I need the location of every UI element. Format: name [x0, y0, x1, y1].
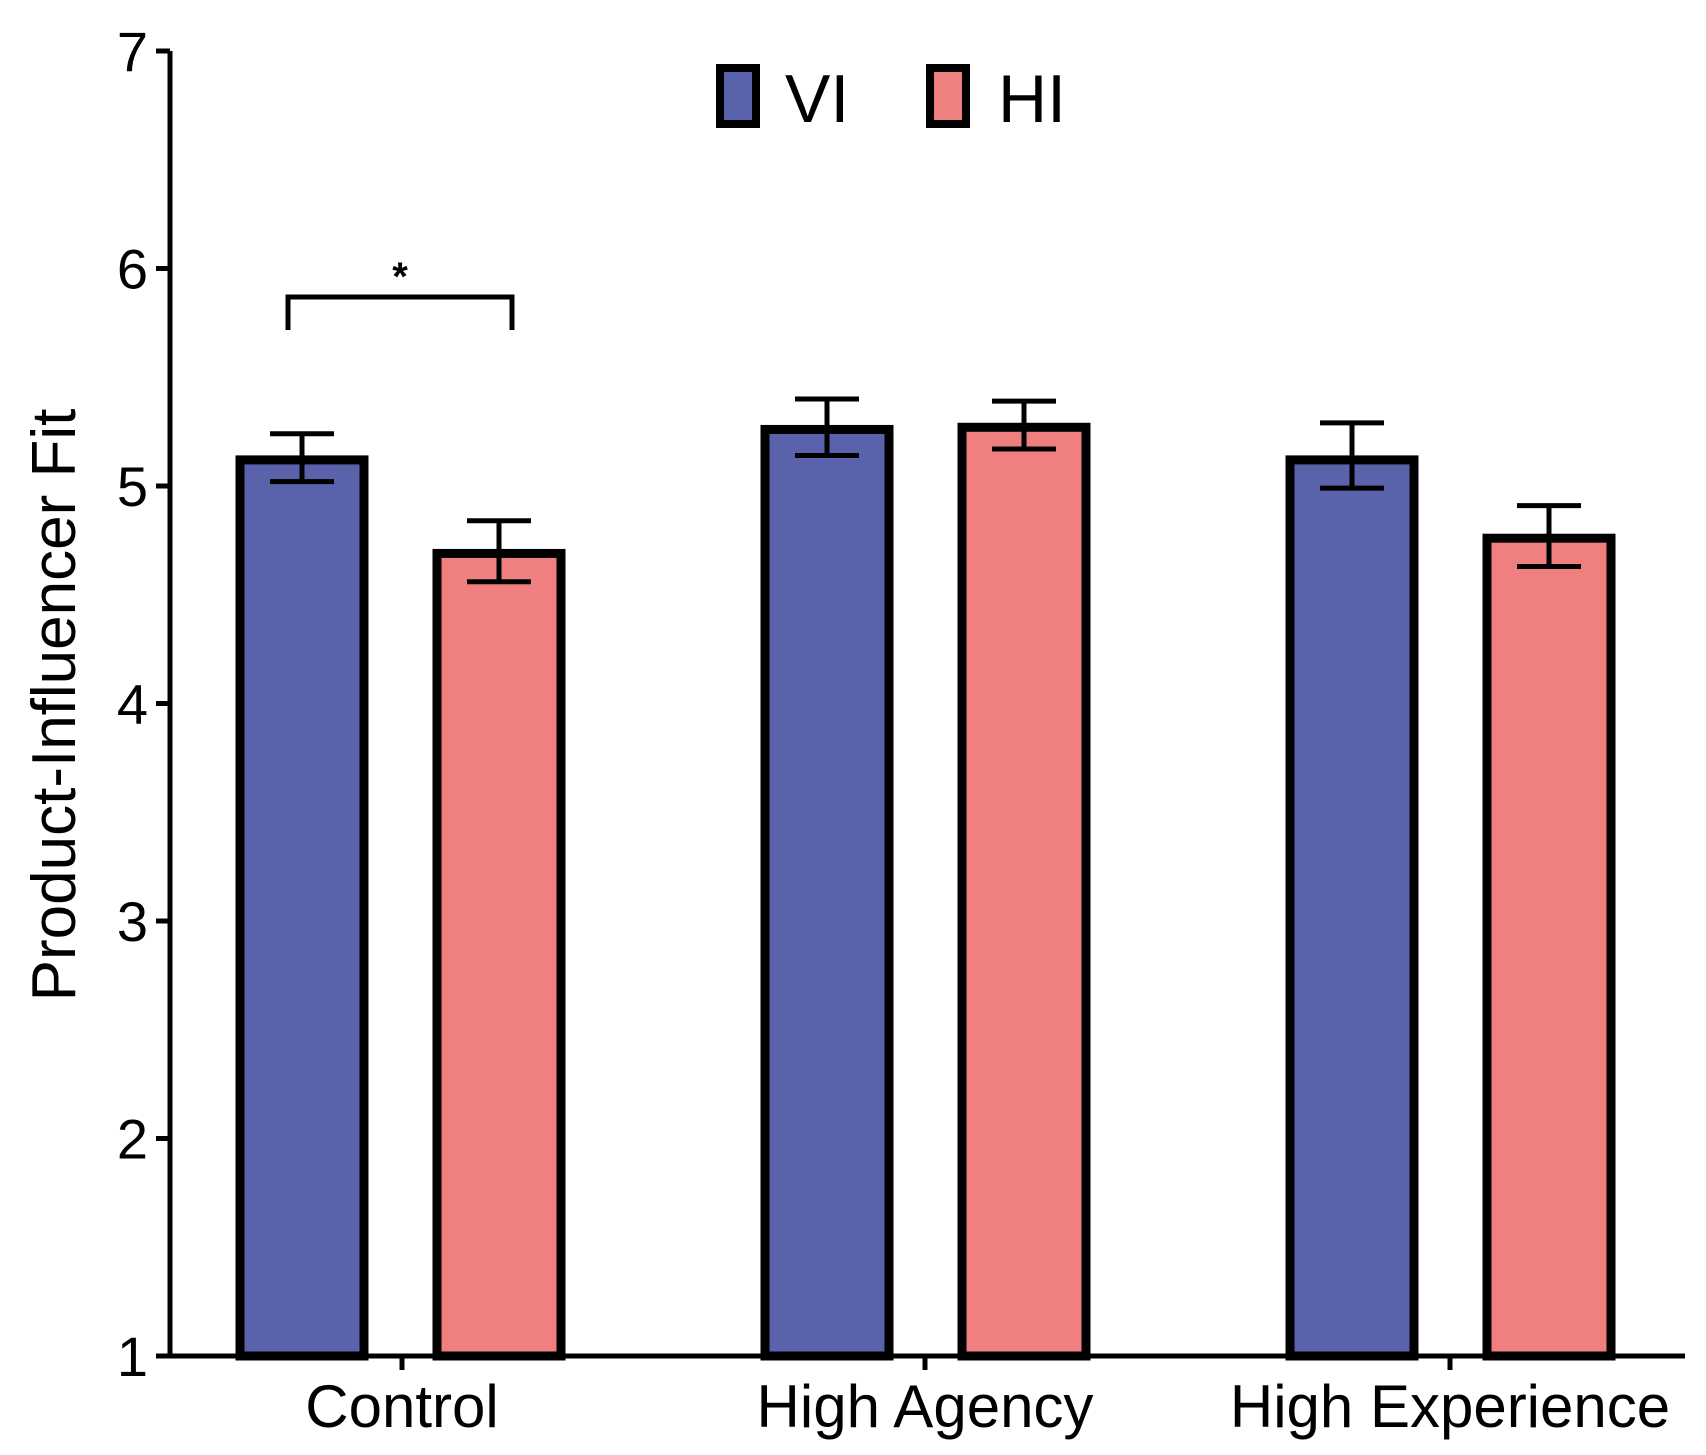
x-tick-label: Control [305, 1373, 498, 1440]
legend-swatch-hi [926, 64, 970, 128]
legend-label-hi: HI [998, 61, 1066, 137]
legend-label-vi: VI [785, 61, 849, 137]
x-tick-label: High Agency [757, 1373, 1094, 1440]
y-tick-label: 6 [117, 238, 148, 301]
bar-vi-2 [1285, 455, 1419, 1361]
error-bar-hi-1 [992, 398, 1056, 452]
error-bar-vi-1 [795, 396, 859, 459]
bar-hi-2 [1482, 533, 1616, 1361]
y-axis-label: Product-Influencer Fit [20, 409, 89, 1002]
error-bar-hi-0 [467, 518, 531, 585]
significance-bracket: * [285, 255, 515, 330]
legend: VI HI [716, 61, 1066, 137]
x-tick-label: High Experience [1230, 1373, 1670, 1440]
y-tick-label: 7 [117, 20, 148, 83]
y-tick-label: 5 [117, 455, 148, 518]
bar-hi-1 [957, 422, 1091, 1361]
y-tick-label: 4 [117, 673, 148, 736]
bar-hi-0 [432, 548, 566, 1361]
bar-vi-0 [235, 455, 369, 1361]
bar-vi-1 [760, 424, 894, 1361]
error-bar-hi-2 [1517, 503, 1581, 569]
y-tick-label: 2 [117, 1108, 148, 1171]
error-bar-vi-0 [270, 431, 334, 485]
error-bar-vi-2 [1320, 420, 1384, 491]
legend-swatch-vi [716, 64, 760, 128]
significance-star: * [392, 255, 408, 299]
y-tick-label: 3 [117, 890, 148, 953]
y-tick-label: 1 [117, 1325, 148, 1388]
